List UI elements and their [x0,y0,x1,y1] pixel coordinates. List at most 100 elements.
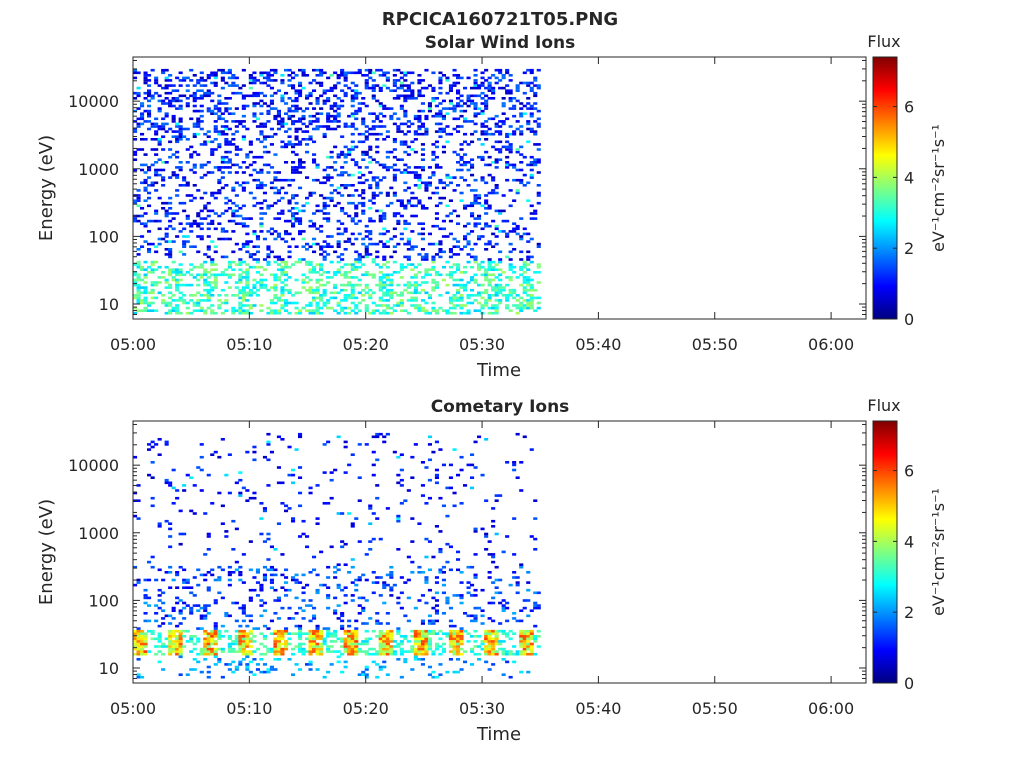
spectrogram-cell [459,248,464,251]
spectrogram-cell [533,120,538,123]
spectrogram-cell [291,673,296,676]
spectrogram-cell [420,642,425,646]
spectrogram-cell [245,268,250,271]
spectrogram-cell [266,568,271,572]
spectrogram-cell [273,548,278,551]
spectrogram-cell [238,296,243,300]
spectrogram-cell [336,227,341,231]
spectrogram-cell [399,143,404,146]
spectrogram-cell [224,97,229,100]
spectrogram-cell [494,288,499,292]
x-tick-label: 05:10 [226,699,272,718]
x-tick-label: 05:20 [343,699,389,718]
spectrogram-cell [424,281,429,284]
spectrogram-cell [536,161,541,164]
spectrogram-cell [529,155,534,159]
spectrogram-cell [213,127,218,131]
spectrogram-cell [203,573,208,577]
spectrogram-cell [287,199,292,202]
spectrogram-cell [238,663,243,666]
spectrogram-cell [196,652,201,656]
spectrogram-cell [456,130,461,133]
spectrogram-cell [210,140,215,144]
spectrogram-cell [273,301,278,305]
spectrogram-cell [147,309,152,312]
spectrogram-cell [522,260,527,264]
figure-title: RPCICA160721T05.PNG [382,9,618,30]
spectrogram-cell [245,276,250,279]
spectrogram-cell [417,173,422,177]
spectrogram-cell [206,235,211,238]
spectrogram-cell [140,291,145,295]
spectrogram-cell [480,176,485,179]
spectrogram-cell [171,227,176,231]
spectrogram-cell [361,173,366,177]
spectrogram-cell [515,120,520,123]
spectrogram-cell [508,107,513,110]
spectrogram-cell [276,658,281,661]
spectrogram-cell [175,309,180,312]
spectrogram-cell [487,571,492,574]
spectrogram-cell [168,545,173,549]
spectrogram-cell [456,102,461,105]
spectrogram-cell [350,276,355,279]
spectrogram-cell [231,230,236,233]
spectrogram-cell [413,214,418,218]
spectrogram-cell [182,227,187,231]
spectrogram-cell [262,212,267,215]
spectrogram-cell [410,629,415,633]
spectrogram-cell [185,148,190,151]
spectrogram-cell [259,81,264,85]
spectrogram-cell [515,89,520,92]
spectrogram-cell [375,612,380,615]
spectrogram-cell [368,237,373,241]
spectrogram-cell [526,304,531,307]
spectrogram-cell [470,619,475,623]
spectrogram-cell [501,652,506,656]
spectrogram-cell [399,201,404,205]
spectrogram-cell [354,268,359,271]
spectrogram-cell [340,222,345,225]
spectrogram-cell [487,263,492,266]
spectrogram-cell [340,153,345,156]
spectrogram-cell [322,258,327,261]
spectrogram-cell [427,232,432,236]
spectrogram-cell [361,596,366,600]
spectrogram-cell [136,673,141,676]
spectrogram-cell [410,517,415,520]
spectrogram-cell [259,224,264,228]
spectrogram-cell [206,135,211,138]
spectrogram-cell [494,635,499,638]
spectrogram-cell [382,586,387,589]
spectrogram-cell [529,296,534,300]
spectrogram-cell [322,245,327,248]
spectrogram-cell [206,291,211,295]
spectrogram-cell [484,212,489,215]
spectrogram-cell [480,296,485,300]
spectrogram-cell [255,178,260,182]
spectrogram-cell [168,522,173,525]
spectrogram-cell [301,166,306,169]
spectrogram-cell [371,84,376,87]
spectrogram-cell [420,79,425,82]
spectrogram-cell [350,294,355,297]
spectrogram-cell [491,245,496,248]
spectrogram-cell [147,176,152,179]
spectrogram-cell [354,296,359,300]
spectrogram-cell [312,647,317,651]
spectrogram-cell [276,112,281,115]
spectrogram-cell [213,599,218,602]
spectrogram-cell [505,178,510,182]
spectrogram-cell [473,440,478,444]
spectrogram-cell [168,250,173,254]
spectrogram-cell [224,71,229,75]
spectrogram-cell [413,130,418,133]
spectrogram-cell [466,591,471,595]
spectrogram-cell [536,271,541,274]
spectrogram-cell [291,224,296,228]
spectrogram-cell [448,640,453,643]
spectrogram-cell [512,291,517,295]
spectrogram-cell [533,76,538,80]
spectrogram-cell [396,68,401,72]
spectrogram-cell [224,125,229,128]
